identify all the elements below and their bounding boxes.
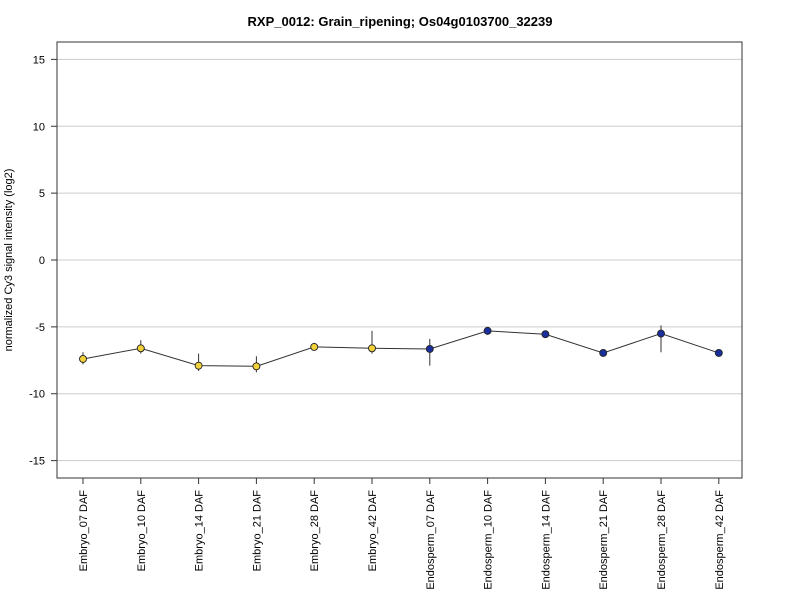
series-line bbox=[82, 330, 719, 367]
y-axis: -15 -10 -5 0 5 10 15 bbox=[29, 42, 58, 478]
y-tick-label: -5 bbox=[35, 322, 45, 334]
y-tick-label: 10 bbox=[33, 121, 45, 133]
data-point bbox=[541, 330, 550, 339]
x-tick-label: Embryo_28 DAF bbox=[309, 490, 321, 572]
y-tick-label: 0 bbox=[39, 255, 45, 267]
data-point bbox=[714, 349, 723, 357]
data-point bbox=[599, 349, 608, 357]
data-point bbox=[425, 344, 434, 353]
y-tick-label: -15 bbox=[29, 456, 45, 468]
x-tick-label: Embryo_21 DAF bbox=[251, 490, 263, 572]
data-point bbox=[136, 344, 145, 353]
x-tick-label: Embryo_42 DAF bbox=[367, 490, 379, 572]
x-tick-label: Endosperm_42 DAF bbox=[714, 490, 726, 590]
data-point bbox=[483, 326, 492, 335]
y-tick-label: -10 bbox=[29, 389, 45, 401]
data-point bbox=[252, 362, 261, 371]
chart-title: RXP_0012: Grain_ripening; Os04g0103700_3… bbox=[248, 14, 553, 29]
data-point bbox=[310, 342, 319, 351]
data-point bbox=[657, 329, 665, 338]
y-tick-label: 5 bbox=[39, 188, 45, 200]
x-tick-label: Embryo_10 DAF bbox=[136, 490, 148, 572]
x-tick-label: Embryo_14 DAF bbox=[194, 490, 206, 572]
gridlines bbox=[57, 58, 742, 462]
x-tick-label: Endosperm_07 DAF bbox=[425, 490, 437, 590]
y-axis-label: normalized Cy3 signal intensity (log2) bbox=[3, 169, 15, 352]
x-tick-label: Embryo_07 DAF bbox=[78, 490, 90, 572]
x-tick-label: Endosperm_28 DAF bbox=[656, 490, 668, 590]
x-tick-label: Endosperm_14 DAF bbox=[540, 490, 552, 590]
x-tick-label: Endosperm_21 DAF bbox=[598, 490, 610, 590]
data-point bbox=[194, 361, 203, 370]
x-axis: Embryo_07 DAF Embryo_10 DAF Embryo_14 DAF E… bbox=[78, 478, 726, 590]
x-tick-label: Endosperm_10 DAF bbox=[483, 490, 495, 590]
data-point bbox=[79, 355, 87, 363]
y-tick-label: 15 bbox=[33, 54, 45, 66]
data-point bbox=[368, 344, 376, 353]
series bbox=[79, 325, 723, 373]
plot-frame bbox=[56, 41, 743, 479]
